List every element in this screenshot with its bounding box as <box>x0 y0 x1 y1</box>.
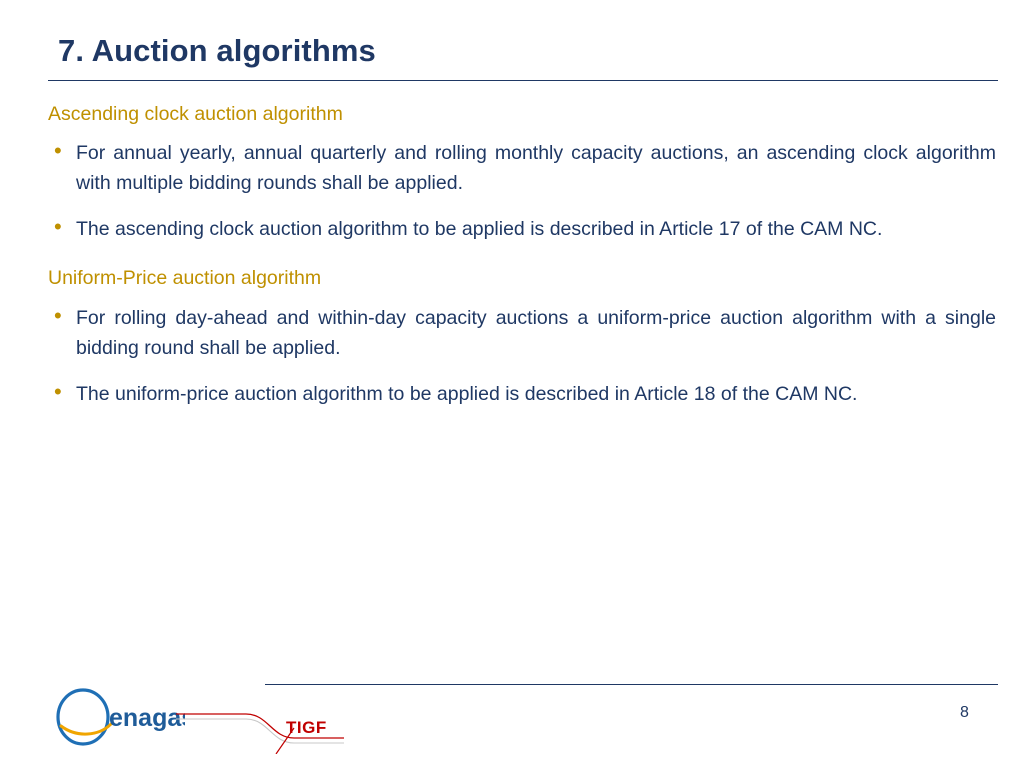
bullet-icon: • <box>54 138 62 164</box>
list-item: • For annual yearly, annual quarterly an… <box>48 138 1000 198</box>
bullet-icon: • <box>54 378 62 404</box>
list-item: • For rolling day-ahead and within-day c… <box>48 303 1000 363</box>
slide-content: Ascending clock auction algorithm • For … <box>48 102 1000 425</box>
tigf-logo-text: TIGF <box>286 718 327 737</box>
list-item: • The ascending clock auction algorithm … <box>48 214 1000 244</box>
list-item-text: The ascending clock auction algorithm to… <box>76 218 883 241</box>
title-divider <box>48 80 998 81</box>
list-item-text: The uniform-price auction algorithm to b… <box>76 382 858 405</box>
bullet-icon: • <box>54 214 62 240</box>
tigf-logo-icon <box>176 713 344 754</box>
section-heading-uniform-price: Uniform-Price auction algorithm <box>48 267 322 290</box>
section-heading-ascending-clock: Ascending clock auction algorithm <box>48 103 343 125</box>
list-item-text: For annual yearly, annual quarterly and … <box>76 142 996 195</box>
bullet-icon: • <box>54 302 62 328</box>
list-item-text: For rolling day-ahead and within-day cap… <box>76 306 996 359</box>
svg-text:enagas: enagas <box>109 704 185 732</box>
page-title: 7. Auction algorithms <box>58 33 376 68</box>
enagas-logo-icon: enagas <box>56 688 185 746</box>
page-number: 8 <box>960 704 969 721</box>
list-item: • The uniform-price auction algorithm to… <box>48 379 1000 409</box>
footer-divider <box>265 684 998 685</box>
